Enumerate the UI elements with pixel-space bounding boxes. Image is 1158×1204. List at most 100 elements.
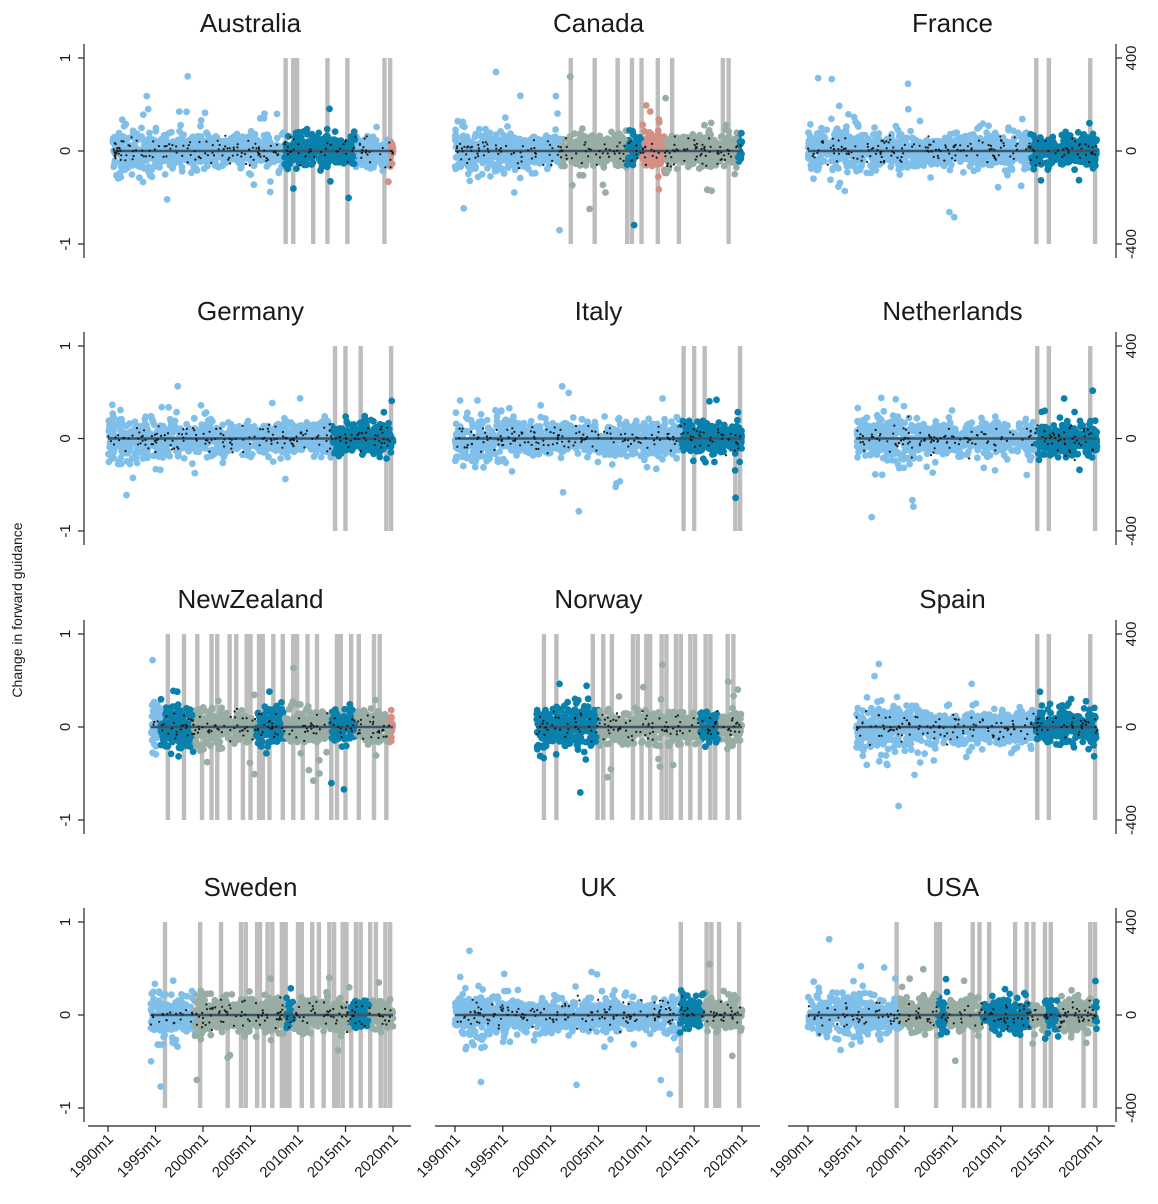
marker-point bbox=[218, 143, 221, 147]
marker-point bbox=[212, 154, 216, 157]
marker-point bbox=[883, 141, 886, 144]
data-point bbox=[331, 128, 339, 136]
data-point bbox=[1008, 166, 1016, 174]
marker-point bbox=[494, 144, 497, 147]
marker-point bbox=[131, 150, 135, 153]
marker-point bbox=[584, 141, 587, 144]
data-point bbox=[482, 125, 489, 133]
marker-point bbox=[807, 147, 810, 150]
marker-point bbox=[561, 149, 564, 153]
marker-point bbox=[455, 147, 458, 150]
marker-point bbox=[144, 155, 148, 158]
data-point bbox=[485, 154, 492, 162]
marker-point bbox=[812, 152, 815, 155]
marker-point bbox=[709, 145, 712, 148]
marker-point bbox=[361, 148, 364, 152]
marker-point bbox=[816, 151, 819, 154]
marker-point bbox=[727, 152, 730, 155]
marker-point bbox=[723, 158, 727, 161]
marker-point bbox=[326, 142, 329, 145]
data-point bbox=[177, 138, 185, 146]
marker-point bbox=[520, 155, 523, 158]
marker-point bbox=[231, 154, 234, 157]
data-point bbox=[983, 129, 990, 137]
marker-point bbox=[1013, 136, 1016, 139]
data-point bbox=[1058, 159, 1065, 167]
marker-point bbox=[153, 148, 156, 151]
data-point bbox=[163, 196, 171, 203]
marker-point bbox=[986, 161, 989, 164]
marker-point bbox=[245, 162, 248, 165]
marker-point bbox=[1016, 142, 1019, 145]
marker-point bbox=[994, 158, 997, 161]
data-point bbox=[145, 163, 153, 171]
marker-point bbox=[603, 143, 606, 146]
marker-point bbox=[114, 142, 117, 146]
marker-point bbox=[1016, 148, 1019, 151]
panel-title-germany: Germany bbox=[197, 296, 304, 326]
marker-point bbox=[644, 163, 648, 166]
marker-point bbox=[463, 145, 466, 148]
marker-point bbox=[384, 166, 387, 169]
data-point bbox=[128, 171, 136, 178]
marker-point bbox=[587, 147, 590, 150]
data-point bbox=[492, 68, 500, 76]
marker-point bbox=[829, 146, 833, 149]
marker-point bbox=[598, 156, 602, 159]
marker-point bbox=[193, 150, 196, 153]
marker-point bbox=[583, 143, 586, 146]
marker-point bbox=[893, 151, 896, 155]
marker-point bbox=[835, 160, 839, 163]
marker-point bbox=[993, 148, 996, 151]
marker-point bbox=[363, 137, 366, 140]
data-point bbox=[116, 170, 123, 177]
marker-point bbox=[570, 157, 574, 160]
data-point bbox=[250, 181, 258, 189]
marker-point bbox=[117, 146, 120, 149]
marker-point bbox=[866, 145, 870, 148]
marker-point bbox=[530, 147, 533, 150]
data-point bbox=[966, 162, 974, 170]
data-point bbox=[673, 165, 681, 173]
marker-point bbox=[151, 156, 154, 159]
data-point bbox=[888, 158, 896, 166]
marker-point bbox=[618, 141, 621, 144]
data-point bbox=[175, 108, 183, 115]
marker-point bbox=[892, 146, 895, 149]
marker-point bbox=[265, 156, 268, 160]
marker-point bbox=[944, 144, 947, 147]
marker-point bbox=[550, 163, 553, 167]
data-point bbox=[662, 166, 670, 174]
marker-point bbox=[655, 156, 658, 159]
marker-point bbox=[289, 136, 292, 139]
data-point bbox=[111, 158, 119, 166]
data-point bbox=[671, 136, 678, 144]
marker-point bbox=[560, 156, 563, 159]
marker-point bbox=[205, 140, 208, 143]
marker-point bbox=[708, 150, 711, 153]
data-point bbox=[1018, 115, 1026, 123]
marker-point bbox=[705, 164, 708, 167]
shock-bar bbox=[387, 58, 393, 157]
marker-point bbox=[877, 144, 880, 148]
marker-point bbox=[1056, 149, 1059, 152]
marker-point bbox=[704, 149, 707, 152]
marker-point bbox=[548, 143, 552, 146]
data-point bbox=[823, 126, 831, 134]
data-point bbox=[472, 132, 479, 140]
data-point bbox=[318, 163, 326, 171]
data-point bbox=[849, 158, 857, 166]
data-point bbox=[626, 126, 633, 134]
marker-point bbox=[831, 137, 834, 140]
marker-point bbox=[604, 147, 608, 151]
data-point bbox=[905, 162, 913, 170]
marker-point bbox=[704, 154, 707, 157]
data-point bbox=[1024, 164, 1032, 172]
marker-point bbox=[320, 150, 323, 154]
marker-point bbox=[258, 152, 261, 156]
marker-point bbox=[693, 139, 696, 142]
marker-point bbox=[844, 137, 847, 140]
marker-point bbox=[580, 161, 583, 165]
